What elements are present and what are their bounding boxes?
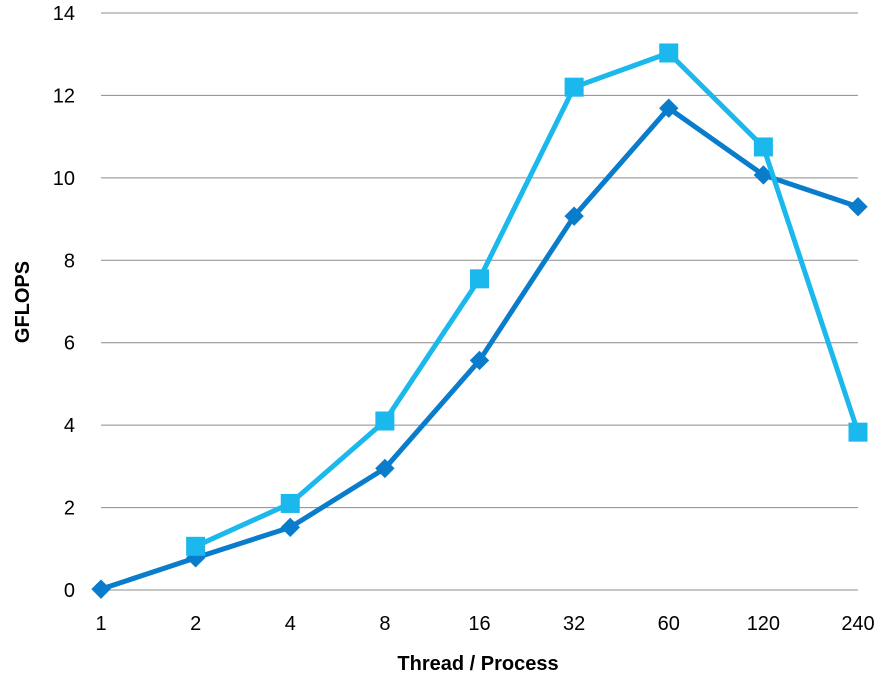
series-1-point xyxy=(91,579,111,599)
y-tick-label: 2 xyxy=(64,498,75,520)
y-tick-label: 0 xyxy=(64,580,75,602)
y-tick-label: 10 xyxy=(53,168,75,190)
series-2-point xyxy=(375,411,395,431)
series-2-point xyxy=(470,269,489,289)
x-tick-label: 60 xyxy=(658,613,680,635)
x-tick-label: 2 xyxy=(190,613,201,635)
y-tick-label: 12 xyxy=(53,85,75,107)
series-group xyxy=(91,43,868,599)
series-1-point xyxy=(280,517,300,538)
series-1-point xyxy=(659,98,679,118)
series-2-point xyxy=(280,493,300,513)
series-2-point xyxy=(848,422,868,442)
x-tick-label: 8 xyxy=(379,613,390,635)
x-tick-labels: 1 2 4 8 16 32 60 120 240 xyxy=(95,613,874,635)
series-2-point xyxy=(564,77,584,97)
y-tick-labels: 0 2 4 8 6 10 12 14 xyxy=(53,3,75,602)
series-1-line xyxy=(100,105,859,592)
series-2-point xyxy=(186,536,206,556)
y-tick-label: 8 xyxy=(64,250,75,272)
x-tick-label: 240 xyxy=(841,613,874,635)
x-tick-label: 4 xyxy=(285,613,296,635)
x-tick-label: 1 xyxy=(95,613,106,635)
series-2-point xyxy=(659,43,679,63)
series-1-point xyxy=(564,206,584,226)
x-tick-label: 120 xyxy=(747,613,780,635)
y-tick-label: 14 xyxy=(53,3,75,25)
series-1-point xyxy=(848,197,868,217)
y-axis-title: GFLOPS xyxy=(12,261,34,343)
series-2-point xyxy=(753,137,773,157)
y-tick-label: 4 xyxy=(64,415,75,437)
series-1-point xyxy=(375,458,395,479)
y-tick-label: 6 xyxy=(64,333,75,355)
series-1-point xyxy=(469,350,490,371)
gridlines xyxy=(101,12,858,591)
x-axis-title: Thread / Process xyxy=(397,653,558,675)
series-2-line xyxy=(194,50,861,549)
x-tick-label: 16 xyxy=(468,613,490,635)
x-tick-label: 32 xyxy=(563,613,585,635)
